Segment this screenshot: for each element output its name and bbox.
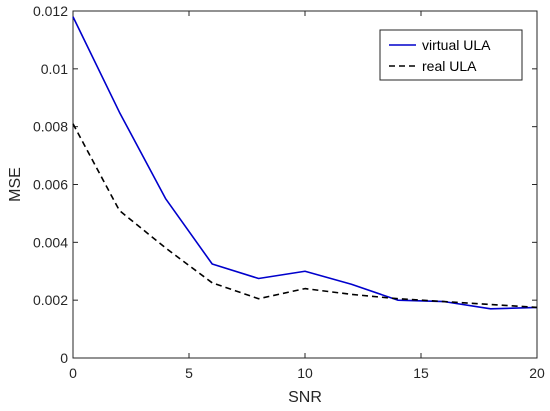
y-tick-label: 0.002 [33,292,68,308]
y-axis-label: MSE [7,167,24,202]
y-tick-label: 0.012 [33,3,68,19]
y-tick-label: 0.004 [33,234,68,250]
legend-label: virtual ULA [422,37,491,53]
legend-label: real ULA [422,58,477,74]
ticks-group: 0 5 10 15 20 0 0.002 0.004 0.006 0.008 0.01 0.012 [33,3,545,381]
series-line-virtual-ula [72,16,538,310]
y-tick-label: 0.01 [41,61,68,77]
legend: virtual ULA real ULA [379,29,523,81]
x-axis-label: SNR [288,389,322,406]
y-tick-label: 0.008 [33,119,68,135]
x-tick-label: 5 [185,365,193,381]
series-group [72,16,538,310]
x-tick-label: 0 [69,365,77,381]
x-tick-label: 15 [413,365,429,381]
x-tick-label: 20 [529,365,545,381]
y-tick-label: 0.006 [33,177,68,193]
series-line-real-ula [72,123,538,309]
x-tick-label: 10 [297,365,313,381]
legend-box [379,29,523,81]
y-tick-label: 0 [60,350,68,366]
